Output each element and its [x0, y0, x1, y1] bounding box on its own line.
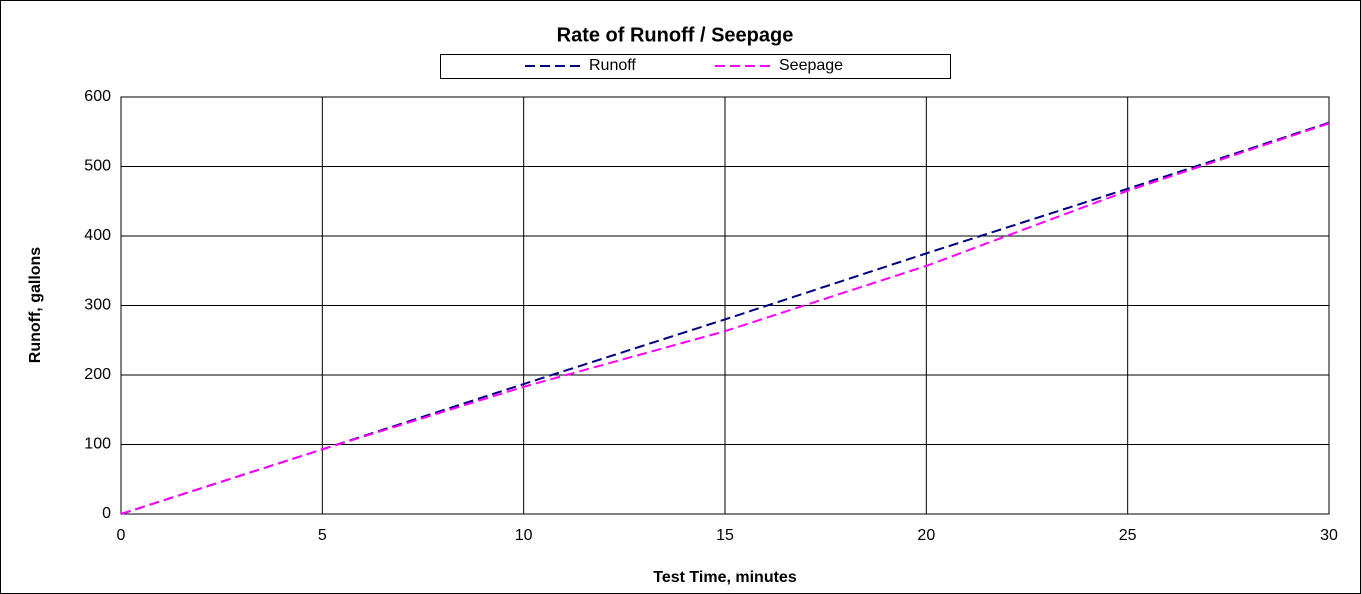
x-tick-label: 25 [1119, 527, 1137, 544]
x-tick-label: 15 [716, 527, 734, 544]
line [120, 122, 1330, 515]
y-tick-label: 600 [84, 88, 111, 105]
legend-label: Seepage [779, 57, 843, 74]
x-tick-label: 10 [515, 527, 533, 544]
y-axis-label: Runoff, gallons [27, 247, 44, 364]
legend-box [440, 54, 951, 79]
y-tick-label: 500 [84, 158, 111, 175]
y-tick-label: 400 [84, 227, 111, 244]
y-tick-label: 0 [102, 505, 111, 522]
plot-border [120, 96, 1330, 515]
legend-label: Runoff [589, 57, 636, 74]
chart-title: Rate of Runoff / Seepage [557, 24, 794, 46]
x-tick-label: 20 [917, 527, 935, 544]
x-axis-label: Test Time, minutes [653, 569, 797, 586]
x-tick-label: 0 [117, 527, 126, 544]
y-tick-label: 300 [84, 297, 111, 314]
x-tick-label: 5 [318, 527, 327, 544]
y-tick-label: 100 [84, 436, 111, 453]
y-tick-label: 200 [84, 366, 111, 383]
x-tick-label: 30 [1320, 527, 1338, 544]
